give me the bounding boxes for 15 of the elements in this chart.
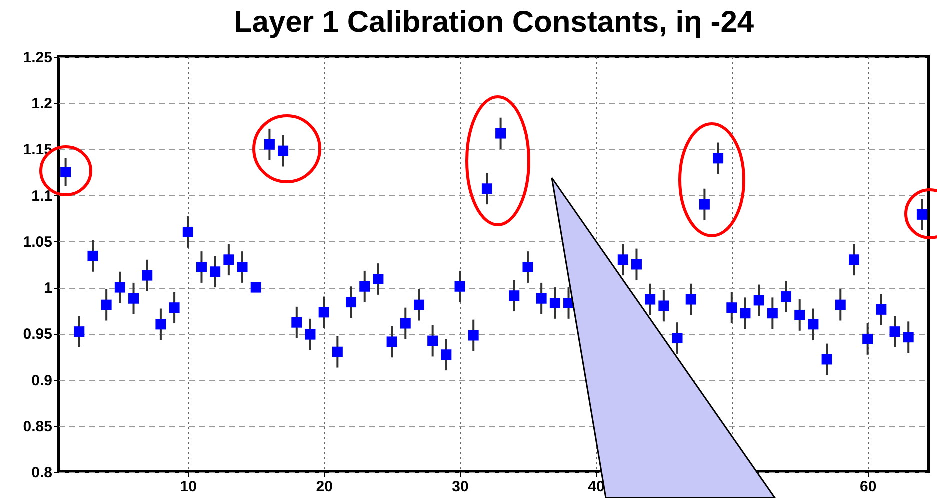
y-tick-label: 0.9 bbox=[32, 372, 52, 390]
y-tick-label: 0.85 bbox=[23, 418, 52, 436]
y-tick-label: 1.1 bbox=[32, 188, 52, 205]
y-tick-label: 1 bbox=[44, 280, 52, 298]
chart-title: Layer 1 Calibration Constants, iη -24 bbox=[234, 6, 754, 39]
x-tick-label: 40 bbox=[588, 478, 605, 496]
x-tick-label: 10 bbox=[180, 478, 197, 496]
y-tick-label: 1.05 bbox=[23, 234, 52, 251]
y-tick-label: 1.2 bbox=[32, 96, 52, 113]
y-tick-label: 1.25 bbox=[23, 50, 52, 66]
y-tick-label: 0.95 bbox=[23, 326, 52, 344]
x-tick-label: 20 bbox=[316, 478, 333, 496]
x-tick-label: 60 bbox=[860, 478, 877, 496]
x-tick-label: 30 bbox=[452, 478, 469, 496]
y-tick-label: 0.8 bbox=[32, 464, 52, 482]
